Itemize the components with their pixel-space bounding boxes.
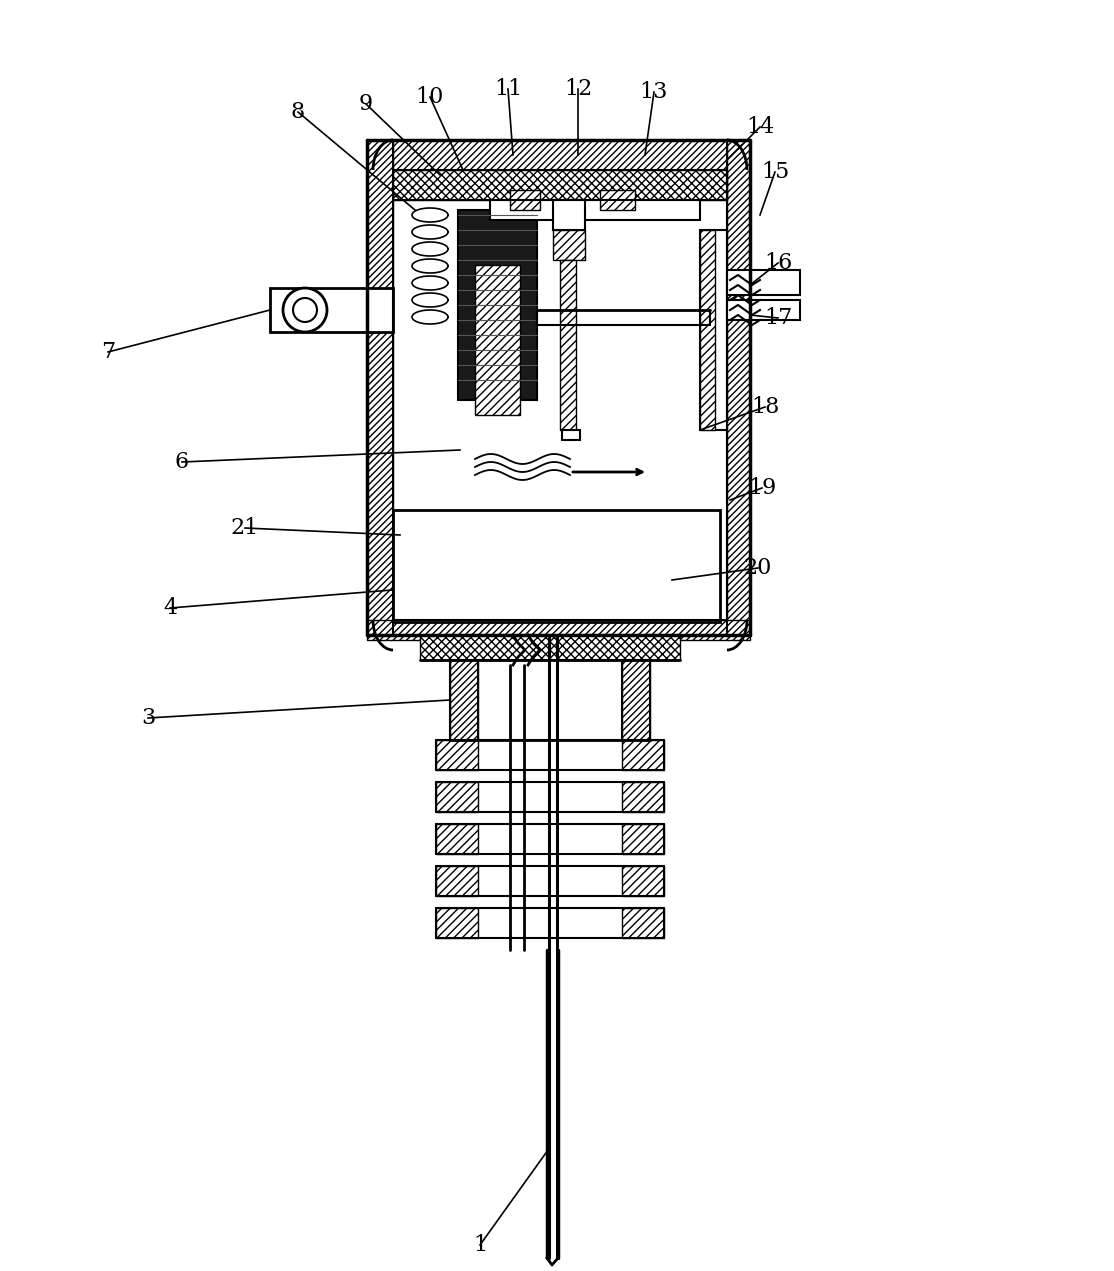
Polygon shape: [727, 140, 750, 636]
Text: 4: 4: [163, 597, 177, 619]
Polygon shape: [458, 210, 537, 400]
Polygon shape: [600, 189, 635, 210]
Polygon shape: [450, 660, 478, 740]
Polygon shape: [420, 636, 680, 660]
Text: 17: 17: [764, 308, 792, 329]
Polygon shape: [367, 620, 750, 641]
Text: 3: 3: [140, 707, 155, 730]
Polygon shape: [727, 300, 800, 320]
Text: 8: 8: [291, 100, 305, 123]
Polygon shape: [560, 261, 576, 430]
Text: 6: 6: [175, 451, 189, 473]
Circle shape: [283, 289, 328, 332]
Text: 15: 15: [761, 161, 789, 183]
Polygon shape: [490, 200, 700, 220]
Polygon shape: [436, 907, 478, 938]
Text: 14: 14: [746, 116, 774, 139]
Polygon shape: [436, 740, 478, 770]
Polygon shape: [367, 140, 750, 170]
Polygon shape: [700, 230, 715, 430]
Text: 19: 19: [747, 477, 776, 500]
Text: 16: 16: [764, 252, 792, 275]
Polygon shape: [553, 200, 585, 230]
Text: 21: 21: [231, 517, 260, 539]
Text: 13: 13: [639, 81, 668, 103]
Polygon shape: [393, 170, 727, 200]
Circle shape: [293, 297, 317, 322]
Polygon shape: [622, 907, 664, 938]
Text: 1: 1: [473, 1234, 487, 1256]
Polygon shape: [475, 264, 520, 416]
Text: 20: 20: [744, 557, 772, 580]
Polygon shape: [553, 230, 585, 261]
Polygon shape: [393, 510, 720, 622]
Polygon shape: [270, 289, 393, 332]
Polygon shape: [436, 866, 478, 896]
Polygon shape: [622, 660, 649, 740]
Polygon shape: [727, 269, 800, 295]
Polygon shape: [367, 140, 393, 636]
Polygon shape: [622, 740, 664, 770]
Text: 18: 18: [751, 397, 779, 418]
Polygon shape: [436, 824, 478, 854]
Polygon shape: [436, 782, 478, 812]
Text: 7: 7: [101, 341, 115, 364]
Text: 9: 9: [359, 93, 373, 114]
Text: 10: 10: [416, 86, 444, 108]
Polygon shape: [700, 230, 727, 430]
Polygon shape: [622, 824, 664, 854]
Polygon shape: [622, 782, 664, 812]
Text: 12: 12: [564, 78, 593, 100]
Polygon shape: [561, 430, 580, 440]
Text: 11: 11: [494, 78, 522, 100]
Polygon shape: [510, 189, 540, 210]
Polygon shape: [622, 866, 664, 896]
